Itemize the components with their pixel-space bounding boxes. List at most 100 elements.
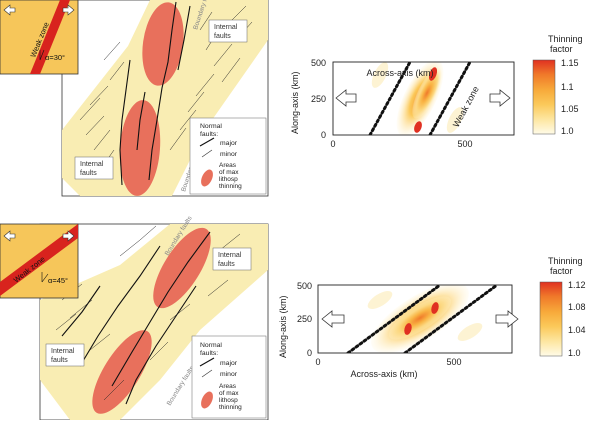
top-cbar-tick-1: 1.15 (561, 58, 579, 68)
left-arrow-icon (335, 89, 357, 107)
left-arrow-icon (3, 230, 16, 242)
top-ytick-0: 0 (321, 130, 326, 140)
top-major-faults (119, 1, 191, 186)
top-xtick-0: 0 (330, 139, 335, 149)
top-cbar-tick-2: 1.1 (561, 82, 574, 92)
top-model-frame (332, 61, 515, 136)
bottom-internal-faults-text-upper-2: faults (218, 261, 235, 268)
bottom-colorbar: Thinning factor 1.12 1.08 1.04 1.0 (539, 256, 586, 358)
bottom-angle-mark (41, 272, 49, 283)
bottom-xtick-0: 0 (315, 357, 320, 367)
thinning-area-symbol-icon (201, 391, 213, 409)
top-ytick-250: 250 (311, 94, 326, 104)
bottom-thinning-area-lower (92, 330, 152, 414)
thinning-area-symbol-icon (201, 169, 213, 187)
top-weak-zone-boundary-right (428, 62, 472, 135)
bottom-rift-zone (40, 224, 268, 420)
bottom-max-thinning-spot-upper (431, 302, 439, 314)
minor-fault-symbol-icon (201, 369, 213, 378)
bottom-model-ylabel: Along-axis (km) (278, 295, 288, 358)
major-fault-symbol-icon (199, 137, 215, 147)
top-rift-zone (62, 0, 268, 196)
top-cbar-tick-4: 1.0 (561, 126, 574, 136)
top-legend-areas-1: Areas (219, 162, 237, 169)
bottom-internal-faults-box-lower (45, 343, 85, 367)
top-cbar-tick-3: 1.05 (561, 104, 579, 114)
bottom-legend-title-2: faults: (200, 350, 218, 357)
left-arrow-icon (321, 310, 345, 328)
bottom-max-thinning-spot-lower (404, 323, 412, 335)
bottom-heat-minor-b (457, 323, 483, 341)
left-arrow-icon (3, 4, 16, 16)
top-legend-title-1: Normal (200, 123, 222, 130)
top-legend-areas-4: thinning (219, 183, 242, 190)
bottom-legend-areas-1: Areas (219, 383, 237, 390)
top-fault-map: Boundary faults Boundary faults Internal… (61, 0, 269, 197)
bottom-internal-faults-text-lower-1: Internal (51, 348, 75, 355)
bottom-colorbar-title-2: factor (550, 266, 573, 276)
top-model-ylabel: Along-axis (km) (290, 71, 300, 134)
bottom-model-xlabel: Across-axis (km) (351, 369, 418, 379)
top-max-thinning-spot-upper (428, 67, 438, 81)
bottom-cbar-tick-4: 1.0 (568, 348, 581, 358)
bottom-internal-faults-text-upper-1: Internal (218, 252, 242, 259)
bottom-cbar-tick-3: 1.04 (568, 325, 586, 335)
top-map-legend: Normal faults: major minor Areas of max … (189, 117, 267, 195)
top-internal-faults-box-lower (74, 156, 114, 180)
bottom-legend-title-1: Normal (200, 342, 222, 349)
top-weak-zone-boundary-left (368, 62, 412, 135)
bottom-map-legend: Normal faults: major minor Areas of max … (191, 335, 267, 419)
top-heat-inner (412, 67, 442, 119)
top-inset: Weak zone α=30° (0, 0, 79, 75)
bottom-heat-minor-a (367, 291, 393, 309)
top-legend-major: major (220, 140, 238, 147)
right-arrow-icon (62, 230, 75, 242)
bottom-weak-zone-boundary-right (403, 285, 499, 353)
top-colorbar-title-2: factor (550, 44, 573, 54)
top-model-xlabel: Across-axis (km) (367, 68, 434, 78)
bottom-internal-faults-text-lower-2: faults (51, 357, 68, 364)
bottom-legend-major: major (220, 360, 238, 367)
bottom-major-faults (61, 231, 211, 405)
top-model-plot: Weak zone 500 250 0 0 500 Across-axis (k… (290, 34, 583, 149)
bottom-internal-faults-box-upper (212, 247, 252, 271)
top-heat-minor-a (371, 62, 389, 88)
bottom-ytick-250: 250 (297, 314, 312, 324)
top-panel: Boundary faults Boundary faults Internal… (0, 0, 583, 197)
top-angle-mark (39, 49, 45, 61)
top-internal-faults-text-lower-1: Internal (80, 161, 104, 168)
top-max-thinning-spot-lower (414, 121, 422, 133)
bottom-cbar-tick-2: 1.08 (568, 302, 586, 312)
top-inset-angle: α=30° (45, 53, 65, 62)
bottom-colorbar-ramp (539, 281, 563, 357)
bottom-ytick-500: 500 (297, 281, 312, 291)
bottom-ytick-0: 0 (307, 348, 312, 358)
bottom-legend-minor: minor (220, 371, 238, 378)
major-fault-symbol-icon (199, 357, 215, 367)
minor-fault-symbol-icon (201, 149, 213, 158)
top-legend-title-2: faults: (200, 131, 218, 138)
top-internal-faults-text-upper-2: faults (214, 33, 231, 40)
top-xtick-500: 500 (457, 139, 472, 149)
bottom-weak-zone-boundary-left (346, 285, 442, 353)
top-internal-faults-text-upper-1: Internal (214, 24, 238, 31)
bottom-model-plot: 500 250 0 0 500 Across-axis (km) Along-a… (278, 256, 586, 379)
top-internal-faults-box-upper (208, 19, 248, 43)
top-heat-minor-b (446, 107, 464, 133)
top-legend-areas-3: lithosp (219, 176, 238, 183)
bottom-inset-angle: α=45° (48, 276, 68, 285)
right-arrow-icon (495, 310, 519, 328)
top-legend-areas-2: of max (219, 169, 239, 176)
top-internal-faults-text-lower-2: faults (80, 170, 97, 177)
bottom-inset: Weak zone α=45° (0, 223, 79, 299)
top-colorbar: Thinning factor 1.15 1.1 1.05 1.0 (532, 34, 583, 136)
bottom-weak-zone-band (0, 224, 78, 296)
bottom-colorbar-title-1: Thinning (548, 256, 583, 266)
top-colorbar-ramp (532, 59, 556, 135)
bottom-thinning-area-upper (153, 227, 211, 309)
top-ytick-500: 500 (311, 58, 326, 68)
bottom-legend-areas-3: lithosp (219, 397, 238, 404)
bottom-legend-areas-2: of max (219, 390, 239, 397)
top-legend-minor: minor (220, 151, 238, 158)
